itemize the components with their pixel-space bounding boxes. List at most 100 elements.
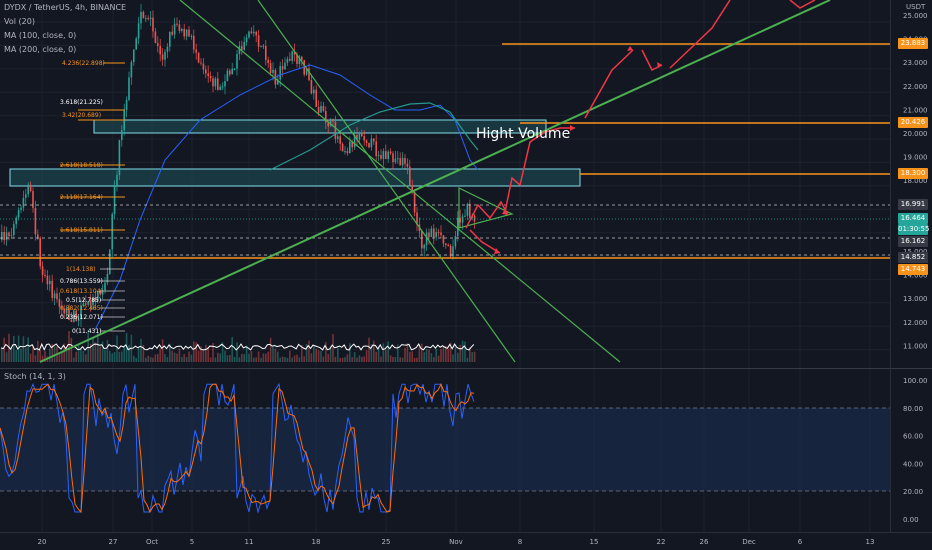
candle-body [241,46,243,50]
candle-body [315,89,317,107]
candle-body [34,208,37,235]
time-axis-label: 15 [590,538,599,546]
candle-body [416,212,418,225]
volume-bar [22,336,25,362]
volume-bar [200,346,202,362]
volume-bar [322,356,325,362]
candle-body [411,185,413,192]
candle-body [250,31,253,34]
candle-body [169,31,171,47]
candle-body [291,51,293,61]
fib-lower-levels [100,268,125,332]
volume-bar [466,357,469,362]
volume-bar [399,357,401,362]
volume-bar [121,351,123,362]
volume-bar [373,340,375,362]
volume-bar [217,352,219,362]
time-axis-label: Oct [146,538,158,546]
candle-body [128,77,130,100]
volume-bar [3,337,5,362]
candle-body [65,307,68,314]
volume-bar [253,357,255,362]
candle-body [77,319,80,321]
candle-body [353,134,356,148]
candle-body [181,28,183,31]
candle-body [109,249,111,274]
candle-body [205,69,207,74]
volume-bar [416,357,418,362]
candle-body [125,99,128,111]
candle-body [365,140,368,143]
candle-body [46,275,49,285]
volume-bar [428,349,430,362]
volume-bar [15,350,17,362]
volume-bar [243,354,245,362]
candle-body [53,293,56,298]
volume-bar [394,357,397,362]
candle-body [224,81,226,87]
fib-retracement [60,62,125,231]
candle-body [409,166,411,186]
stoch-axis[interactable]: 100.00 80.00 60.00 40.00 20.00 0.00 [903,377,928,524]
volume-bar [212,342,214,362]
candle-body [341,143,344,152]
high-volume-zone-upper [93,119,547,134]
volume-bar [193,341,195,362]
time-axis-label: 18 [312,538,321,546]
volume-bar [152,357,154,362]
candle-body [346,151,349,154]
candle-body [85,303,87,305]
candle-body [135,38,137,50]
volume-bar [353,351,356,362]
volume-bar [118,351,121,362]
volume-bar [449,342,452,362]
time-axis-label: 11 [245,538,254,546]
candle-body [356,134,358,140]
candle-body [267,59,269,64]
candle-body [320,105,322,113]
ma200-line [269,102,479,171]
candle-body [440,232,442,236]
stoch-axis-label: 60.00 [903,433,923,441]
volume-bar [267,351,269,362]
volume-bar [269,337,272,362]
time-axis-label: Nov [449,538,463,546]
symbol-header[interactable]: DYDX / TetherUS, 4h, BINANCE [4,3,126,13]
candle-body [406,163,409,167]
candle-body [272,69,274,73]
candle-body [61,306,63,309]
volume-bar [274,348,277,362]
price-axis[interactable]: 25.00024.00023.00022.00021.00020.00019.0… [903,12,928,350]
volume-bar [77,345,80,362]
candle-body [464,215,466,217]
fib-label-2118: 2.118(17.164) [60,194,103,201]
volume-bar [123,346,125,362]
candle-body [269,63,272,73]
indicator-vol[interactable]: Vol (20) [4,17,35,26]
volume-bar [272,346,274,362]
volume-bar [457,352,459,362]
candle-body [382,151,385,159]
fib-label-2618: 2.618(18.518) [60,162,103,169]
candle-body [49,280,51,285]
fib-label-4236: 4.236(22.898) [62,60,105,67]
candle-body [277,79,279,85]
time-axis[interactable]: 20 27 Oct 5 11 18 25 Nov 8 15 22 26 Dec 6 13 [38,538,875,546]
candle-body [178,24,181,31]
candle-body [289,58,291,61]
volume-bar [149,357,152,362]
volume-bar [375,351,377,362]
candle-body [317,106,320,113]
candle-body [327,122,329,127]
symbol-title[interactable]: DYDX / TetherUS, 4h, BINANCE [4,3,127,12]
indicator-ma100[interactable]: MA (100, close, 0) [4,31,77,40]
candle-body [401,157,404,166]
indicator-ma200[interactable]: MA (200, close, 0) [4,45,77,54]
candle-body [349,141,351,154]
candle-body [183,28,185,37]
fib-label-342: 3.42(20.689) [62,112,101,119]
volume-bar [413,357,416,362]
candle-body [375,141,377,157]
indicator-stoch[interactable]: Stoch (14, 1, 3) [4,372,66,381]
